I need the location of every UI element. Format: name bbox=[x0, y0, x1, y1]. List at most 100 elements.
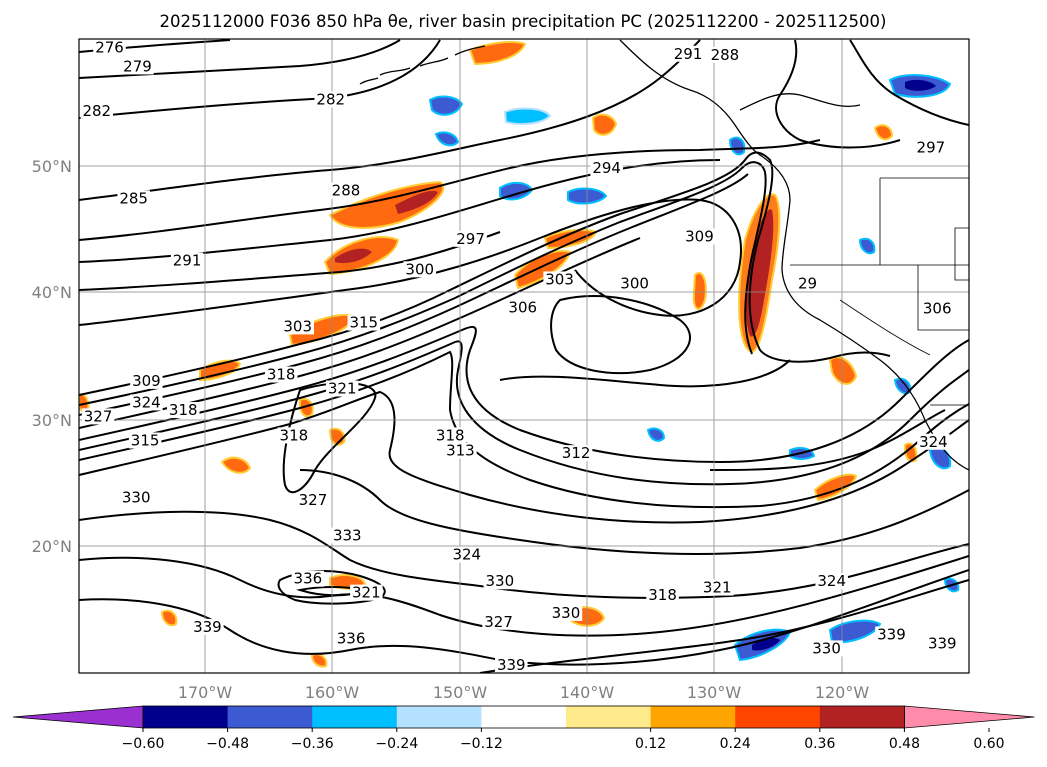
contour-line bbox=[79, 555, 969, 637]
contour-line bbox=[79, 569, 969, 666]
coastline-north-america bbox=[619, 39, 969, 471]
contour-label: 321 bbox=[352, 584, 381, 602]
colorbar-tick-label: 0.60 bbox=[973, 736, 1004, 752]
contour-label-bg bbox=[701, 579, 734, 596]
colorbar-segment bbox=[650, 706, 736, 728]
lon-label: 160°W bbox=[305, 683, 360, 702]
colorbar-frame bbox=[142, 705, 905, 729]
contour-label: 309 bbox=[685, 227, 714, 245]
contour-label-bg bbox=[281, 318, 314, 335]
contour-label: 297 bbox=[456, 230, 485, 248]
precip-positive-region bbox=[298, 398, 314, 418]
contour-label: 291 bbox=[674, 45, 703, 63]
precip-positive-region bbox=[591, 113, 618, 136]
contour-label-bg bbox=[875, 626, 908, 643]
contour-label: 306 bbox=[508, 298, 537, 316]
coastline-inland bbox=[739, 93, 861, 111]
colorbar-segment bbox=[227, 706, 313, 728]
contour-label-bg bbox=[483, 573, 517, 590]
contour-label: 330 bbox=[122, 489, 151, 507]
contour-label-bg bbox=[350, 584, 383, 601]
precip-positive-core bbox=[745, 209, 774, 337]
contour-label-bg bbox=[403, 261, 436, 278]
lat-label: 40°N bbox=[32, 283, 72, 302]
contour-label: 282 bbox=[316, 90, 345, 108]
contour-line bbox=[282, 382, 377, 494]
contour-label-bg bbox=[450, 546, 484, 563]
contour-label: 279 bbox=[123, 57, 152, 75]
precip-negative-region bbox=[428, 95, 464, 116]
contour-label-bg bbox=[325, 380, 359, 397]
contour-label-bg bbox=[128, 432, 162, 449]
contour-label-bg bbox=[917, 433, 950, 450]
contour-label: 330 bbox=[552, 604, 581, 622]
contour-label-bg bbox=[495, 656, 528, 673]
map-frame bbox=[78, 38, 970, 674]
colorbar-segment bbox=[566, 706, 652, 728]
contour-line bbox=[79, 325, 969, 464]
contour-label-bg bbox=[434, 427, 467, 444]
contour-label: 339 bbox=[877, 625, 906, 643]
precip-positive-region bbox=[160, 609, 178, 627]
colorbar-tick-label: −0.60 bbox=[122, 736, 165, 752]
contour-label-bg bbox=[130, 394, 163, 411]
contour-label-bg bbox=[191, 618, 224, 635]
colorbar-extend-low bbox=[12, 705, 144, 729]
colorbar-segment bbox=[735, 706, 821, 728]
contour-label: 318 bbox=[436, 426, 465, 444]
contour-label: 333 bbox=[333, 527, 362, 545]
contour-line bbox=[775, 39, 901, 149]
contour-label-bg bbox=[277, 427, 311, 444]
contour-line bbox=[709, 409, 946, 471]
colorbar-segment bbox=[143, 706, 229, 728]
contour-line bbox=[79, 161, 767, 406]
contour-label: 321 bbox=[703, 579, 732, 597]
contour-label: 276 bbox=[95, 38, 124, 56]
lon-label: 170°W bbox=[178, 683, 233, 702]
precip-positive-region bbox=[468, 41, 527, 66]
contour-label: 330 bbox=[812, 639, 841, 657]
contour-label-bg bbox=[671, 45, 705, 62]
colorbar-segment bbox=[481, 706, 567, 728]
contour-label-bg bbox=[119, 489, 153, 506]
precip-negative-core bbox=[905, 79, 936, 91]
precip-positive-region bbox=[903, 442, 918, 463]
contour-line bbox=[79, 231, 501, 291]
contour-label: 336 bbox=[294, 570, 323, 588]
contour-label-bg bbox=[810, 640, 843, 657]
precip-positive-region bbox=[220, 456, 252, 474]
colorbar-tick-label: −0.48 bbox=[206, 736, 249, 752]
precip-positive-region bbox=[692, 272, 707, 310]
colorbar-tick-label: 0.12 bbox=[635, 736, 666, 752]
precip-positive-region bbox=[828, 356, 858, 385]
colorbar-tick-label: −0.24 bbox=[375, 736, 418, 752]
contour-line bbox=[550, 295, 691, 375]
contour-label-bg bbox=[815, 573, 848, 590]
contour-label-bg bbox=[130, 372, 163, 389]
contour-label: 312 bbox=[562, 444, 591, 462]
contour-label-bg bbox=[81, 408, 115, 425]
state-border bbox=[790, 177, 969, 406]
contour-label-bg bbox=[80, 102, 114, 119]
contour-line bbox=[499, 359, 791, 388]
contour-label: 318 bbox=[648, 586, 677, 604]
contour-label-bg bbox=[683, 228, 716, 245]
precip-positive-region bbox=[873, 124, 894, 141]
contour-label: 297 bbox=[917, 139, 946, 157]
contour-label: 306 bbox=[923, 300, 952, 318]
contour-label-bg bbox=[708, 47, 742, 64]
contour-line bbox=[79, 39, 701, 201]
contour-label: 29 bbox=[798, 274, 817, 292]
precip-positive-region bbox=[328, 180, 445, 229]
contour-label-bg bbox=[559, 445, 593, 462]
contour-label-bg bbox=[646, 587, 679, 604]
contour-label: 339 bbox=[193, 618, 222, 636]
contour-label-bg bbox=[291, 570, 325, 587]
colorbar-extend-high bbox=[904, 705, 1035, 729]
contour-line bbox=[849, 39, 969, 126]
contour-label: 285 bbox=[119, 189, 148, 207]
lat-label: 30°N bbox=[32, 411, 72, 430]
contour-label-bg bbox=[920, 300, 954, 317]
contour-label-bg bbox=[796, 275, 820, 292]
